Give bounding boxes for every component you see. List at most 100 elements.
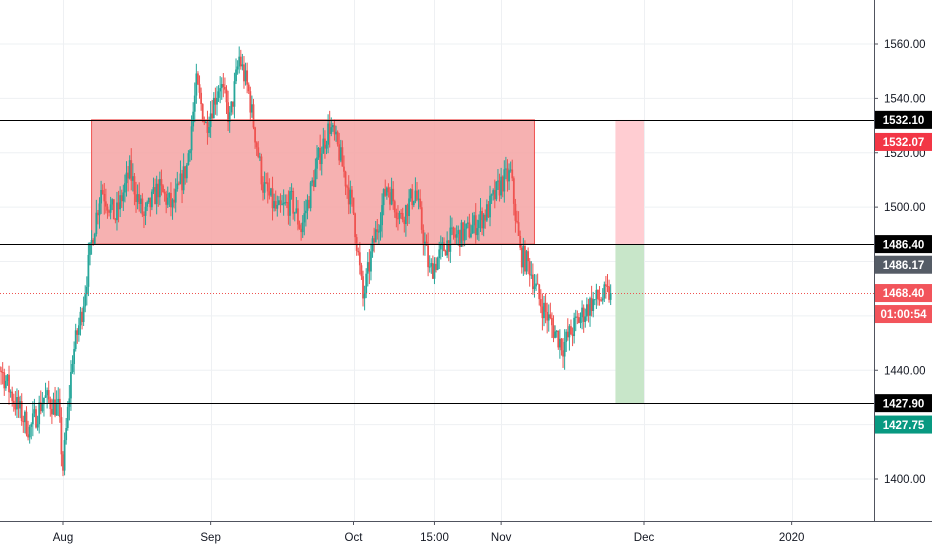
candle-body	[301, 222, 304, 233]
candle-body	[185, 164, 188, 179]
candle-body	[525, 251, 528, 272]
candle-body	[606, 286, 609, 288]
candle-body	[333, 125, 336, 135]
candle-body	[511, 169, 514, 179]
candle-body	[541, 306, 544, 319]
candle-body	[3, 372, 6, 389]
candle-body	[351, 189, 353, 198]
candle-body	[566, 331, 569, 338]
candle-body	[244, 70, 247, 82]
candle-body	[474, 215, 477, 236]
candle-body	[341, 147, 344, 167]
candle-body	[352, 197, 355, 214]
candle-body	[11, 391, 14, 401]
candle-body	[81, 311, 83, 323]
candle-body	[417, 198, 420, 200]
entry-price-label-bg	[875, 255, 932, 274]
candle-body	[444, 250, 447, 256]
candle-body	[65, 427, 68, 441]
candle-body	[41, 404, 44, 412]
candle-body	[576, 316, 579, 318]
candle-body	[362, 276, 364, 299]
candle-body	[92, 239, 95, 245]
target-price-label-text: 1427.75	[883, 420, 925, 432]
candle-body	[179, 173, 182, 184]
candle-body	[227, 102, 229, 123]
candle-body	[377, 231, 380, 233]
candle-body	[131, 176, 134, 181]
candle-body	[251, 104, 253, 113]
candle-body	[603, 284, 606, 299]
countdown-label-bg	[875, 305, 932, 324]
candle-body	[498, 180, 501, 196]
candle-body	[519, 236, 522, 248]
candle-body	[90, 239, 93, 243]
candle-body	[597, 289, 599, 300]
candle-body	[12, 400, 15, 404]
candle-body	[557, 330, 560, 348]
candle-body	[89, 242, 91, 255]
candle-body	[246, 70, 249, 85]
candle-body	[384, 189, 387, 196]
candle-body	[58, 398, 61, 418]
candle-body	[454, 234, 456, 238]
candle-body	[282, 202, 285, 205]
countdown-label: 01:00:54	[875, 305, 932, 324]
candle-body	[200, 92, 203, 105]
candle-body	[436, 258, 439, 270]
candle-body	[325, 144, 328, 149]
candle-body	[551, 317, 553, 326]
candle-body	[411, 189, 414, 206]
candle-body	[460, 222, 463, 247]
candle-body	[139, 198, 142, 204]
candle-body	[144, 206, 147, 216]
candle-body	[324, 138, 326, 149]
candle-body	[224, 86, 226, 90]
level-top-label: 1532.10	[875, 110, 932, 129]
candle-body	[605, 284, 607, 287]
candle-body	[62, 454, 64, 471]
candle-body	[514, 203, 517, 221]
candle-body	[97, 212, 99, 216]
candle-body	[197, 73, 199, 85]
candle-body	[404, 205, 407, 225]
candle-body	[195, 73, 198, 96]
candle-body	[568, 326, 571, 338]
level-low-label-bg	[875, 394, 932, 413]
candle-body	[395, 212, 398, 219]
candle-body	[35, 409, 37, 428]
candle-body	[595, 289, 598, 300]
candle-body	[187, 153, 190, 165]
candle-body	[360, 265, 363, 277]
candle-body	[8, 374, 10, 393]
candle-body	[573, 317, 576, 337]
candle-body	[574, 316, 577, 318]
x-tick-label: Dec	[634, 532, 655, 544]
candle-body	[117, 202, 120, 210]
level-mid-label-text: 1486.40	[883, 239, 925, 251]
candle-body	[536, 283, 539, 285]
level-top-label-text: 1532.10	[883, 115, 925, 127]
candle-body	[241, 64, 244, 67]
candle-body	[587, 304, 590, 316]
candle-body	[355, 237, 358, 251]
candle-body	[273, 201, 276, 209]
candle-body	[430, 263, 433, 267]
candle-body	[416, 190, 418, 200]
candle-body	[311, 180, 314, 183]
candle-body	[289, 191, 291, 216]
candle-body	[230, 101, 233, 113]
candle-body	[255, 142, 258, 148]
candle-body	[262, 184, 264, 193]
candle-body	[57, 398, 60, 403]
candle-body	[150, 191, 153, 208]
candle-body	[181, 173, 183, 191]
candle-body	[31, 413, 34, 425]
candle-body	[306, 199, 309, 211]
candle-body	[549, 314, 552, 318]
candle-body	[390, 188, 393, 205]
candle-body	[68, 398, 71, 407]
candle-body	[43, 397, 45, 405]
candle-body	[412, 201, 415, 206]
